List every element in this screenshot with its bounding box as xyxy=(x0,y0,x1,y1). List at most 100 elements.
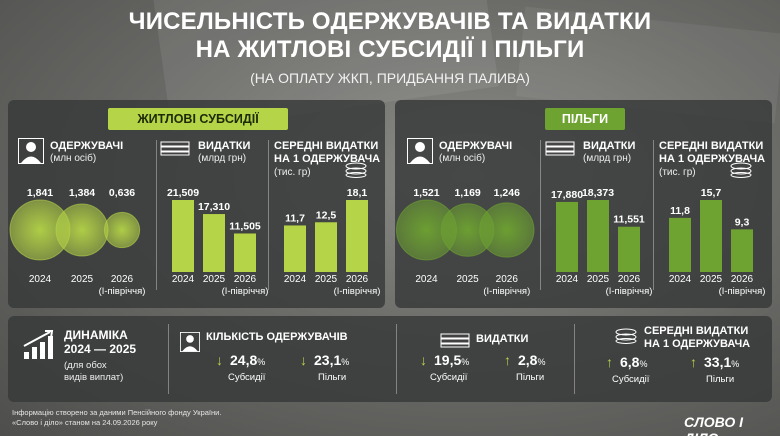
value-text: 2,8 xyxy=(518,352,538,368)
data-label: 21,509 xyxy=(167,187,199,199)
divider xyxy=(168,324,169,394)
value-text: 24,8 xyxy=(230,352,258,368)
x-tick-label: 2025 xyxy=(203,274,226,285)
avg-heading-line2: НА 1 ОДЕРЖУВАЧА xyxy=(659,153,766,165)
data-label: 18,373 xyxy=(582,187,614,199)
x-tick-label: 2024 xyxy=(29,274,52,285)
recipients-unit: (млн осіб) xyxy=(439,153,486,164)
up-arrow-icon: ↑ xyxy=(606,354,613,370)
x-tick-label: 2024 xyxy=(284,274,307,285)
bubble-mark xyxy=(55,203,109,257)
x-tick-label: 2026 xyxy=(111,274,134,285)
data-label: 15,7 xyxy=(701,187,722,199)
subsidies-panel: ЖИТЛОВІ СУБСИДІЇ ОДЕРЖУВАЧІ (млн осіб) В… xyxy=(8,100,385,308)
partial-year-note: (І-півріччя) xyxy=(99,286,146,297)
bar-mark xyxy=(284,225,306,272)
bar-growth-icon xyxy=(23,330,54,359)
person-icon xyxy=(180,332,200,352)
benefits-caption: Пільги xyxy=(318,372,347,383)
person-icon xyxy=(18,138,44,164)
data-label: 11,551 xyxy=(613,214,645,226)
dyn-rec-sub-value: 24,8% xyxy=(230,352,265,368)
data-label: 1,521 xyxy=(413,187,439,199)
bar-mark xyxy=(618,226,640,272)
dyn-exp-sub-value: 19,5% xyxy=(434,352,469,368)
dyn-recipients-title: КІЛЬКІСТЬ ОДЕРЖУВАЧІВ xyxy=(206,331,348,343)
dynamics-panel: ДИНАМІКА 2024 — 2025 (для обох видів вип… xyxy=(8,316,772,402)
data-label: 11,8 xyxy=(670,205,690,217)
avg-heading-line2: НА 1 ОДЕРЖУВАЧА xyxy=(274,153,381,165)
money-stack-icon xyxy=(440,333,470,348)
subsidies-caption: Субсидії xyxy=(430,372,468,383)
x-tick-label: 2024 xyxy=(556,274,579,285)
recipients-heading: ОДЕРЖУВАЧІ xyxy=(50,140,124,152)
partial-year-note: (І-півріччя) xyxy=(606,286,652,297)
data-label: 11,505 xyxy=(229,220,261,232)
value-text: 19,5 xyxy=(434,352,462,368)
down-arrow-icon: ↓ xyxy=(300,352,307,368)
divider xyxy=(396,324,397,394)
partial-year-note: (І-півріччя) xyxy=(483,286,530,297)
x-tick-label: 2026 xyxy=(234,274,257,285)
page-subtitle: (НА ОПЛАТУ ЖКП, ПРИДБАННЯ ПАЛИВА) xyxy=(250,70,530,86)
avg-unit: (тис. гр) xyxy=(274,167,311,178)
data-label: 1,384 xyxy=(69,187,95,199)
bar-mark xyxy=(346,200,368,272)
subsidy-expenses-chart: 21,509 2024 17,310 2025 11,505 2026(І-піврічч… xyxy=(167,187,268,297)
bar-mark xyxy=(172,200,194,272)
x-tick-label: 2024 xyxy=(669,274,692,285)
data-label: 1,841 xyxy=(27,187,53,199)
dyn-avg-ben-value: 33,1% xyxy=(704,354,739,370)
benefits-caption: Пільги xyxy=(706,374,735,385)
bar-mark xyxy=(315,222,337,272)
benefit-avg-chart: 11,8 2024 15,7 2025 9,3 2026(І-півріччя) xyxy=(669,187,766,297)
data-label: 1,169 xyxy=(454,187,480,199)
page-title-line1: ЧИСЕЛЬНІСТЬ ОДЕРЖУВАЧІВ ТА ВИДАТКИ xyxy=(128,8,652,35)
percent-sign: % xyxy=(731,359,740,369)
percent-sign: % xyxy=(461,357,470,367)
value-text: 6,8 xyxy=(620,354,640,370)
header: ЧИСЕЛЬНІСТЬ ОДЕРЖУВАЧІВ ТА ВИДАТКИ НА ЖИ… xyxy=(0,8,780,86)
data-label: 11,7 xyxy=(285,212,305,224)
recipients-heading: ОДЕРЖУВАЧІ xyxy=(439,140,513,152)
subsidies-label: ЖИТЛОВІ СУБСИДІЇ xyxy=(108,108,288,130)
bar-mark xyxy=(234,233,256,272)
bubble-mark xyxy=(103,211,141,249)
dyn-expenses-title: ВИДАТКИ xyxy=(476,333,529,345)
dyn-exp-ben-value: 2,8% xyxy=(518,352,545,368)
dynamics-period: 2024 — 2025 xyxy=(64,342,137,356)
data-label: 18,1 xyxy=(347,187,368,199)
dynamics-note-line1: (для обох xyxy=(64,360,107,371)
dyn-avg-sub-value: 6,8% xyxy=(620,354,647,370)
source-note: Інформацію створено за даними Пенсійного… xyxy=(12,408,221,428)
subsidy-recipients-chart: 1,841 2024 1,384 2025 0,636 2026(І-півріччя) xyxy=(9,187,146,297)
x-tick-label: 2025 xyxy=(587,274,610,285)
coins-icon xyxy=(345,162,367,178)
bar-mark xyxy=(731,229,753,272)
expenses-unit: (млрд грн) xyxy=(583,153,632,164)
percent-sign: % xyxy=(639,359,648,369)
x-tick-label: 2026 xyxy=(731,274,754,285)
dynamics-note-line2: видів виплат) xyxy=(64,372,124,383)
up-arrow-icon: ↑ xyxy=(504,352,511,368)
x-tick-label: 2025 xyxy=(71,274,94,285)
dyn-avg-title-line2: НА 1 ОДЕРЖУВАЧА xyxy=(644,338,751,350)
expenses-heading: ВИДАТКИ xyxy=(198,140,251,152)
benefit-recipients-chart: 1,521 2024 1,169 2025 1,246 2026(І-півріччя) xyxy=(395,187,535,297)
data-label: 9,3 xyxy=(735,216,750,228)
divider xyxy=(156,140,157,290)
benefits-label: ПІЛЬГИ xyxy=(545,108,625,130)
percent-sign: % xyxy=(257,357,266,367)
partial-year-note: (І-півріччя) xyxy=(222,286,268,297)
subsidy-avg-chart: 11,7 2024 12,5 2025 18,1 2026(І-півріччя) xyxy=(284,187,381,297)
expenses-unit: (млрд грн) xyxy=(198,153,247,164)
partial-year-note: (І-півріччя) xyxy=(334,286,381,297)
coins-icon xyxy=(730,162,752,178)
source-line2: «Слово і діло» станом на 24.09.2026 року xyxy=(12,418,158,427)
x-tick-label: 2026 xyxy=(496,274,519,285)
person-icon xyxy=(407,138,433,164)
x-tick-label: 2025 xyxy=(700,274,723,285)
down-arrow-icon: ↓ xyxy=(216,352,223,368)
bar-mark xyxy=(556,201,578,272)
value-text: 33,1 xyxy=(704,354,732,370)
